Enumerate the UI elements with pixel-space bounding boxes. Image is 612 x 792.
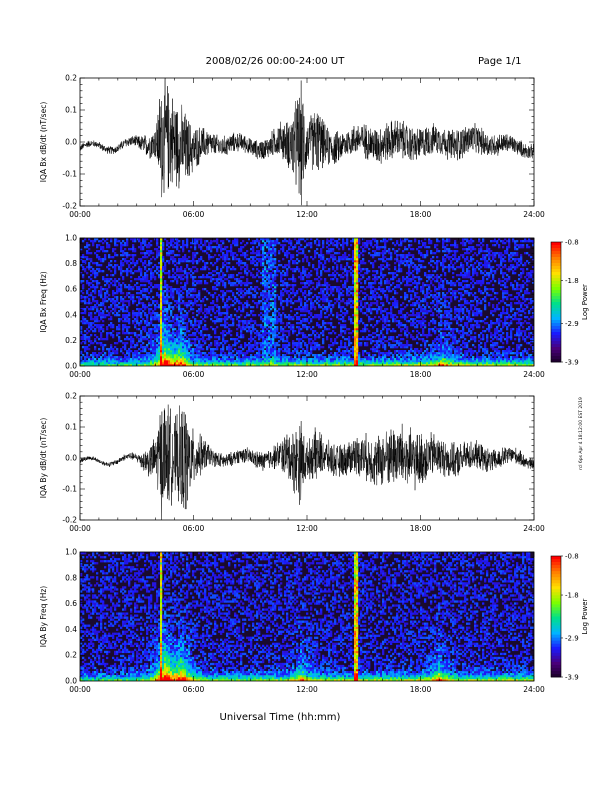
panel-by-spectrogram: -0.8 -1.8 -2.9 -3.9 Log Power 00:00 06:00 12:00…: [39, 548, 589, 695]
x-tick-label: 12:00: [296, 370, 318, 379]
y-tick-label: 1.0: [65, 234, 77, 243]
colorbar: -0.8 -1.8 -2.9 -3.9 Log Power: [550, 553, 589, 682]
y-tick-label: 0.8: [65, 259, 77, 268]
colorbar-tick-label: -3.9: [565, 359, 579, 367]
x-tick-label: 12:00: [296, 210, 318, 219]
x-tick-label: 18:00: [410, 370, 432, 379]
x-tick-label: 24:00: [523, 370, 545, 379]
colorbar-tick-label: -2.9: [565, 320, 579, 328]
y-tick-label: 0.4: [65, 310, 77, 319]
x-tick-label: 12:00: [296, 524, 318, 533]
y-tick-label: 0.6: [65, 285, 77, 294]
x-tick-label: 24:00: [523, 524, 545, 533]
y-tick-label: 0.1: [65, 106, 77, 115]
y-tick-label: 0.2: [65, 651, 77, 660]
colorbar: -0.8 -1.8 -2.9 -3.9 Log Power: [550, 239, 589, 367]
spectrogram-cells: [80, 238, 534, 366]
colorbar-tick-label: -0.8: [565, 239, 579, 247]
x-tick-label: 06:00: [183, 685, 205, 694]
x-tick-label: 06:00: [183, 370, 205, 379]
y-tick-label: 0.2: [65, 74, 77, 83]
colorbar-tick-label: -2.9: [565, 634, 579, 642]
side-timestamp: rcl 6ps Apr 4 18:12:00 EST 2019: [578, 397, 584, 470]
x-tick-label: 24:00: [523, 210, 545, 219]
x-tick-label: 00:00: [69, 370, 91, 379]
y-tick-label: 0.0: [65, 677, 77, 686]
y-tick-label: -0.2: [62, 516, 77, 525]
x-tick-label: 06:00: [183, 210, 205, 219]
panel-by-dbdt: 00:00 06:00 12:00 18:00 24:00 -0.2 -0.1 0.0 0.1 0…: [39, 392, 545, 534]
x-tick-label: 24:00: [523, 685, 545, 694]
series-trace: [80, 78, 534, 206]
spectrogram-cells: [80, 552, 534, 681]
colorbar-tick-label: -1.8: [565, 592, 579, 600]
y-tick-label: 0.2: [65, 392, 77, 401]
panel-bx-spectrogram: -0.8 -1.8 -2.9 -3.9 Log Power 00:00 06:00 12:00…: [39, 234, 589, 380]
y-tick-label: 1.0: [65, 548, 77, 557]
y-axis-label: IQA By Freq (Hz): [39, 586, 48, 648]
colorbar-tick-label: -0.8: [565, 553, 579, 561]
x-tick-label: 00:00: [69, 210, 91, 219]
panel-bx-dbdt: 00:00 06:00 12:00 18:00 24:00 -0.2 -0.1 0.0 0.1 0…: [39, 74, 545, 220]
y-tick-label: 0.1: [65, 423, 77, 432]
y-tick-label: 0.0: [65, 454, 77, 463]
y-tick-label: 0.8: [65, 573, 77, 582]
y-tick-label: 0.0: [65, 362, 77, 371]
y-axis-label: IQA By dB/dt (nT/sec): [39, 418, 48, 499]
page-title: 2008/02/26 00:00-24:00 UT: [206, 56, 346, 67]
x-tick-label: 00:00: [69, 685, 91, 694]
y-axis-label: IQA Bx Freq (Hz): [39, 271, 48, 333]
y-tick-label: 0.6: [65, 599, 77, 608]
series-trace: [80, 404, 534, 520]
y-tick-label: -0.2: [62, 202, 77, 211]
x-tick-label: 06:00: [183, 524, 205, 533]
x-tick-label: 18:00: [410, 685, 432, 694]
y-tick-label: 0.2: [65, 336, 77, 345]
y-tick-label: -0.1: [62, 170, 77, 179]
colorbar-label: Log Power: [581, 598, 589, 634]
y-tick-label: 0.0: [65, 138, 77, 147]
x-axis-title: Universal Time (hh:mm): [220, 712, 341, 723]
x-tick-label: 00:00: [69, 524, 91, 533]
page-number: Page 1/1: [478, 56, 521, 67]
y-tick-label: -0.1: [62, 485, 77, 494]
y-axis-label: IQA Bx dB/dt (nT/sec): [39, 102, 48, 183]
y-tick-label: 0.4: [65, 625, 77, 634]
colorbar-tick-label: -3.9: [565, 674, 579, 682]
colorbar-tick-label: -1.8: [565, 277, 579, 285]
colorbar-label: Log Power: [581, 284, 589, 320]
x-tick-label: 18:00: [410, 210, 432, 219]
x-tick-label: 12:00: [296, 685, 318, 694]
x-tick-label: 18:00: [410, 524, 432, 533]
